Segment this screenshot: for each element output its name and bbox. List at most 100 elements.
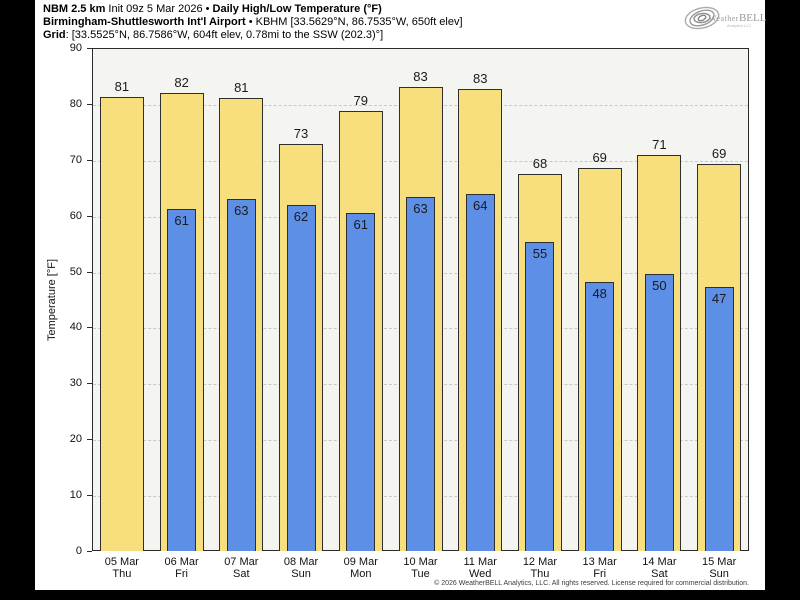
y-tick-label: 10 [69, 489, 82, 502]
low-value-label: 62 [293, 209, 309, 225]
low-value-label: 55 [532, 246, 548, 262]
x-category-day: Thu [530, 568, 550, 580]
high-value-label: 68 [532, 155, 548, 171]
low-bar [644, 273, 674, 551]
x-category-label: 14 Mar Sat [630, 556, 690, 580]
x-category-date: 08 Mar [283, 556, 319, 568]
x-category-day: Wed [469, 568, 492, 580]
high-value-label: 83 [472, 70, 488, 86]
y-axis-tick [87, 495, 92, 497]
x-category-day: Sun [291, 568, 311, 580]
logo-subtext: Analytics LLC [727, 23, 752, 28]
x-category-date: 06 Mar [164, 556, 199, 568]
low-bar [346, 212, 376, 551]
y-tick-label: 0 [75, 545, 82, 557]
weatherbell-logo: WeatherBELL Analytics LLC [683, 2, 766, 36]
x-category-label: 06 Mar Fri [152, 556, 212, 580]
high-value-label: 69 [592, 149, 607, 165]
low-bar [167, 208, 197, 551]
y-axis-tick [87, 159, 92, 161]
x-category-day: Thu [112, 568, 132, 580]
chart-canvas: NBM 2.5 km Init 09z 5 Mar 2026 • Daily H… [35, 0, 766, 590]
high-value-label: 69 [711, 145, 727, 161]
low-value-label: 48 [592, 285, 607, 301]
low-value-label: 50 [652, 277, 667, 293]
low-bar [286, 205, 316, 551]
high-bar [99, 96, 144, 551]
y-tick-label: 60 [69, 209, 82, 222]
y-tick-label: 70 [69, 153, 82, 166]
x-category-date: 15 Mar [702, 556, 737, 568]
x-category-date: 09 Mar [343, 556, 378, 568]
x-category-label: 08 Mar Sun [271, 556, 331, 580]
high-value-label: 79 [353, 92, 368, 108]
y-tick-label: 50 [69, 265, 82, 278]
y-tick-label: 30 [69, 377, 82, 390]
y-axis-tick [87, 215, 92, 217]
low-bar [704, 287, 734, 551]
low-value-label: 47 [711, 291, 727, 307]
x-category-date: 05 Mar [104, 556, 139, 568]
high-value-label: 73 [293, 125, 309, 141]
low-bar [465, 193, 495, 551]
low-bar [226, 198, 256, 551]
y-tick-label: 40 [69, 321, 82, 334]
low-value-label: 64 [472, 197, 488, 213]
model-name: NBM 2.5 km [43, 3, 106, 15]
x-category-date: 12 Mar [522, 556, 558, 568]
y-axis-tick [87, 327, 92, 329]
low-bar [525, 242, 555, 551]
x-category-day: Fri [175, 568, 188, 580]
x-category-day: Mon [350, 568, 372, 580]
y-axis-tick [87, 383, 92, 385]
station-name: Birmingham-Shuttlesworth Int'l Airport [43, 16, 246, 28]
logo-bell: BELL [738, 12, 767, 24]
x-category-date: 11 Mar [463, 556, 497, 568]
grid-label: Grid [43, 29, 66, 41]
y-tick-label: 80 [69, 97, 82, 110]
logo-wordmark: WeatherBELL [709, 12, 766, 24]
x-category-day: Sat [233, 568, 250, 580]
bullet: • [205, 3, 210, 15]
high-value-label: 81 [234, 79, 249, 95]
y-tick-label: 20 [69, 433, 82, 446]
station-info: • KBHM [33.5629°N, 86.7535°W, 650ft elev… [245, 16, 463, 28]
y-axis-tick [87, 48, 92, 49]
x-category-label: 09 Mar Mon [331, 556, 391, 580]
x-category-date: 13 Mar [582, 556, 617, 568]
low-value-label: 61 [174, 212, 189, 228]
x-category-label: 07 Mar Sat [211, 556, 271, 580]
grid-info: : [33.5525°N, 86.7586°W, 604ft elev, 0.7… [65, 29, 384, 41]
x-category-day: Tue [411, 568, 430, 580]
logo-weather: Weather [709, 14, 739, 23]
low-bar [585, 281, 615, 551]
x-category-label: 12 Mar Thu [510, 556, 570, 580]
low-value-label: 63 [234, 202, 249, 218]
x-category-date: 10 Mar [403, 556, 438, 568]
init-time: Init 09z 5 Mar 2026 [105, 3, 206, 15]
y-axis-tick [87, 439, 92, 441]
hurricane-swirl-icon [684, 6, 720, 30]
x-category-label: 13 Mar Fri [570, 556, 630, 580]
chart-header: NBM 2.5 km Init 09z 5 Mar 2026 • Daily H… [43, 3, 463, 42]
x-category-day: Sun [709, 568, 729, 580]
low-value-label: 61 [353, 216, 368, 232]
x-category-label: 10 Mar Tue [391, 556, 451, 580]
header-line-3: Grid: [33.5525°N, 86.7586°W, 604ft elev,… [43, 29, 463, 42]
x-category-date: 14 Mar [642, 556, 677, 568]
high-value-label: 82 [174, 74, 189, 90]
x-category-label: 05 Mar Thu [92, 556, 152, 580]
x-category-date: 07 Mar [224, 556, 259, 568]
x-category-day: Sat [651, 568, 668, 580]
y-axis-tick [87, 271, 92, 273]
x-category-label: 11 Mar Wed [450, 556, 510, 580]
high-value-label: 81 [114, 78, 130, 94]
high-value-label: 71 [652, 137, 667, 153]
y-axis-tick [87, 551, 92, 552]
chart-title: Daily High/Low Temperature (°F) [209, 3, 382, 15]
y-axis-tick [87, 103, 92, 105]
low-bar [406, 197, 435, 551]
high-value-label: 83 [413, 69, 428, 85]
header-line-1: NBM 2.5 km Init 09z 5 Mar 2026 • Daily H… [43, 3, 463, 16]
